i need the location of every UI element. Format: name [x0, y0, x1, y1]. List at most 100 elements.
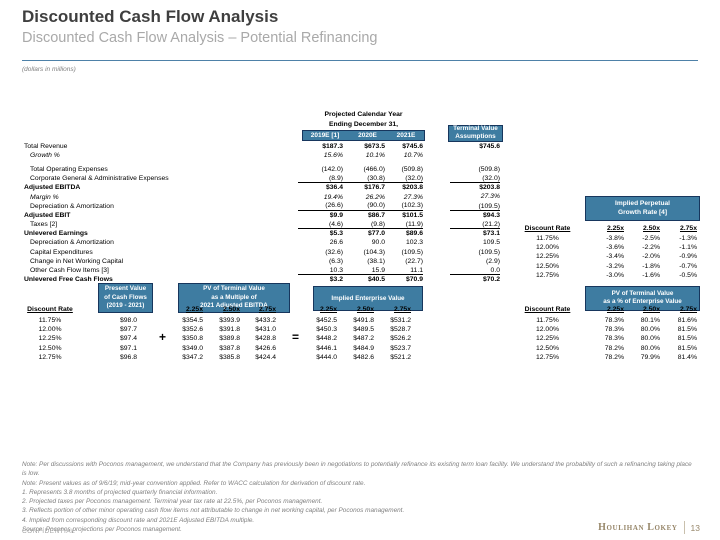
growth-row: 12.75% -3.0% -1.6% -0.5% — [518, 271, 697, 280]
footnote-line: 4. Implied from corresponding discount r… — [22, 516, 255, 524]
footnote-line: Source: Poconos projections per Poconos … — [22, 525, 182, 533]
table-row: Other Cash Flow Items [3] 10.3 15.9 11.1 0.0 — [22, 266, 500, 276]
cell-value: (22.7) — [405, 257, 423, 265]
cell-value: $3.2 — [329, 276, 343, 284]
cell-value: $101.5 — [402, 211, 423, 219]
pv-cash-flow-value: $98.0 — [119, 316, 137, 324]
table-row: Total Operating Expenses (142.0) (466.0) (5… — [22, 165, 500, 174]
year-col-2020: 2020E — [358, 131, 377, 139]
growth-row: 12.25% -3.4% -2.0% -0.9% — [518, 252, 697, 261]
growth-value: -3.0% — [606, 271, 624, 279]
cell-value: 15.9 — [371, 266, 385, 274]
enterprise-value: $531.2 — [390, 316, 411, 324]
footnote-line: 3. Reflects portion of other minor opera… — [22, 507, 405, 515]
row-label: Adjusted EBITDA — [24, 184, 81, 192]
pct-table-rows: 11.75% 78.3% 80.1% 81.6% 12.00% 78.3% 80.0% 81.… — [518, 316, 697, 362]
terminal-value: (32.0) — [450, 174, 500, 184]
growth-value: -0.9% — [679, 253, 697, 261]
discount-rate-value: 12.00% — [535, 243, 560, 251]
pct-value: 78.2% — [604, 353, 624, 361]
table-row: Adjusted EBITDA $36.4 $176.7 $203.8 $203.8 — [22, 183, 500, 192]
terminal-value: (109.5) — [478, 248, 500, 256]
pv-cash-flow-value: $97.4 — [119, 335, 137, 343]
terminal-multiple-value: $387.8 — [219, 344, 240, 352]
cell-value: (8.9) — [329, 174, 343, 182]
cell-value: $70.9 — [405, 276, 423, 284]
terminal-multiple-value: $393.9 — [219, 316, 240, 324]
terminal-multiple-value: $385.8 — [219, 353, 240, 361]
growth-col-250x: 2.50x — [642, 224, 660, 232]
footnote-line: 2. Projected taxes per Poconos managemen… — [22, 498, 323, 506]
tv-box-line1: PV of Terminal Value — [203, 285, 265, 293]
footer-logo-area: Houlihan Lokey 13 — [598, 521, 700, 534]
terminal-value: (509.8) — [478, 165, 500, 173]
table-row: Capital Expenditures (32.6) (104.3) (109.5)… — [22, 248, 500, 257]
cell-value: (32.6) — [325, 248, 343, 256]
cell-value: 26.6 — [329, 239, 343, 247]
cell-value: 10.7% — [403, 151, 423, 159]
row-label: Other Cash Flow Items [3] — [30, 267, 109, 275]
enterprise-value: $526.2 — [390, 335, 411, 343]
cell-value: $36.4 — [325, 184, 343, 192]
terminal-multiple-value: $350.8 — [182, 335, 203, 343]
row-values: (32.6) (104.3) (109.5) — [298, 248, 423, 257]
year-col-2021: 2021E — [396, 131, 416, 139]
table-row: Total Revenue $187.3 $673.5 $745.6 $745.6 — [22, 142, 500, 151]
row-values: $9.9 $86.7 $101.5 — [298, 211, 423, 220]
enterprise-value: $521.2 — [390, 353, 411, 361]
terminal-box-line2: Assumptions — [455, 133, 496, 141]
group-header-line1: Projected Calendar Year — [324, 111, 403, 118]
cell-value: $203.8 — [402, 184, 423, 192]
table-row: Growth % 15.6% 10.1% 10.7% — [22, 151, 500, 160]
tv-col-225x: 2.25x — [185, 306, 203, 313]
cell-value: $40.5 — [367, 276, 385, 284]
pct-row: 12.25% 78.3% 80.0% 81.5% — [518, 334, 697, 343]
cell-value: (90.0) — [367, 202, 385, 210]
cell-value: (102.3) — [401, 202, 423, 210]
discount-rate-value: 11.75% — [38, 316, 62, 324]
pv-row: 12.25% $97.4 $350.8 $389.8 $428.8 $448.2 $487.… — [22, 334, 411, 343]
table-row: Adjusted EBIT $9.9 $86.7 $101.5 $94.3 — [22, 211, 500, 220]
growth-value: -2.2% — [642, 243, 660, 251]
growth-value: -3.4% — [606, 253, 624, 261]
tv-box-line3: 2021 Adjusted EBITDA — [200, 302, 268, 310]
growth-value: -3.6% — [606, 243, 624, 251]
pv-row: 12.75% $96.8 $347.2 $385.8 $424.4 $444.0 $482.… — [22, 353, 411, 362]
terminal-multiple-value: $391.8 — [219, 325, 240, 333]
enterprise-value: $452.5 — [316, 316, 337, 324]
enterprise-value: $444.0 — [316, 353, 337, 361]
houlihan-lokey-logo: Houlihan Lokey — [598, 522, 678, 533]
terminal-value: 109.5 — [482, 239, 500, 247]
growth-value: -2.5% — [642, 234, 660, 242]
footnote-line: Note: Per discussions with Poconos manag… — [22, 461, 692, 478]
row-label: Taxes [2] — [30, 221, 58, 229]
terminal-multiple-value: $428.8 — [255, 335, 276, 343]
cell-value: $77.0 — [367, 230, 385, 238]
ev-box-line1: Implied Enterprise Value — [331, 294, 405, 302]
confidential-label: CONFIDENTIAL — [22, 528, 76, 535]
table-row: Taxes [2] (4.6) (9.8) (11.9) (21.2) — [22, 220, 500, 230]
discount-rate-value: 12.00% — [38, 325, 62, 333]
pct-box-line1: PV of Terminal Value — [611, 289, 674, 297]
implied-growth-header-box: Implied Perpetual Growth Rate [4] — [585, 196, 700, 221]
cell-value: (38.1) — [367, 257, 385, 265]
cell-value: $5.3 — [329, 230, 343, 238]
cell-value: 15.6% — [323, 151, 343, 159]
enterprise-value: $523.7 — [390, 344, 411, 352]
year-column-header-bar: 2019E [1] 2020E 2021E — [302, 129, 425, 141]
growth-value: -2.0% — [642, 253, 660, 261]
row-label: Margin % — [30, 193, 59, 201]
row-values: 15.6% 10.1% 10.7% — [298, 151, 423, 160]
discount-rate-value: 11.75% — [536, 316, 559, 324]
row-values: 19.4% 26.2% 27.3% — [298, 192, 423, 201]
pv-terminal-percent-header-box: PV of Terminal Value as a % of Enterpris… — [585, 285, 700, 311]
cell-value: (26.6) — [325, 202, 343, 210]
pct-value: 78.2% — [604, 344, 624, 352]
pv-cash-flow-value: $97.1 — [119, 344, 137, 352]
growth-row: 12.00% -3.6% -2.2% -1.1% — [518, 243, 697, 252]
footnote-line: Note: Present values as of 9/6/19; mid-y… — [22, 479, 366, 487]
row-values: (4.6) (9.8) (11.9) — [298, 220, 423, 230]
row-values: (8.9) (30.8) (32.0) — [298, 174, 423, 184]
cell-value: $86.7 — [367, 211, 385, 219]
row-values: (26.6) (90.0) (102.3) — [298, 202, 423, 211]
